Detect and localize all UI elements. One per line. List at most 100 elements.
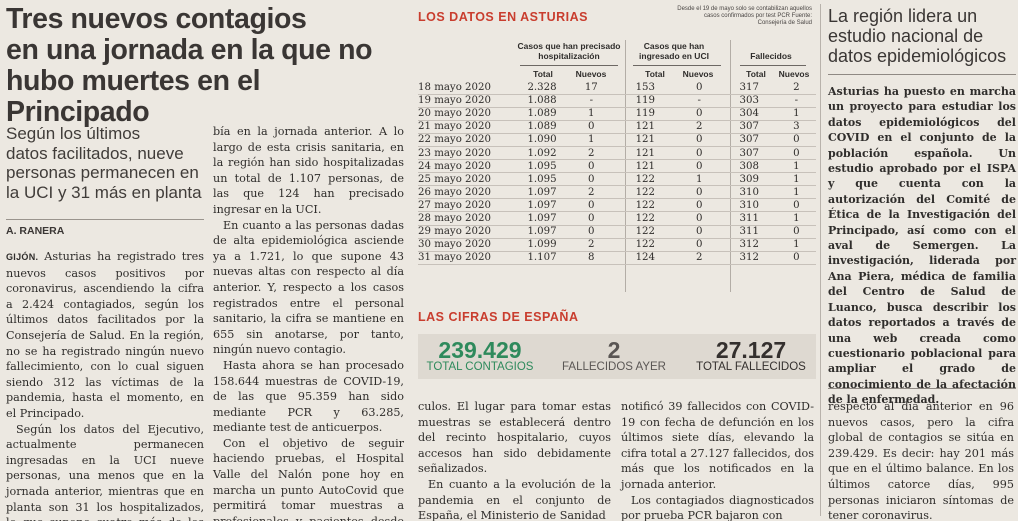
table-cell-value: 1 xyxy=(776,107,816,121)
data-table-body: 18 mayo 2020 2.328 17 153 0 317 2 19 mayo 2020 1… xyxy=(418,81,816,265)
table-cell-value: 1.099 xyxy=(515,238,569,252)
table-cell-value: 303 xyxy=(721,94,777,108)
col-header-total: Total xyxy=(645,69,665,79)
table-cell-value: 2 xyxy=(676,120,722,134)
article-column-1: GIJÓN. Asturias ha registrado tres nuevo… xyxy=(6,249,204,521)
article-paragraph: notificó 39 fallecidos con COVID-19 con … xyxy=(621,400,814,491)
table-cell-value: 122 xyxy=(613,225,677,239)
table-cell-date: 31 mayo 2020 xyxy=(418,251,516,265)
sidebar-title-line: La región lidera un xyxy=(828,6,978,26)
sidebar-rule xyxy=(828,74,1016,75)
table-cell-value: 1.107 xyxy=(515,251,569,265)
table-row: 25 mayo 2020 1.095 0 122 1 309 1 xyxy=(418,172,816,187)
article-paragraph: bía en la jornada anterior. A lo largo d… xyxy=(213,125,404,216)
table-cell-value: 1 xyxy=(676,172,722,187)
table-cell-date: 26 mayo 2020 xyxy=(418,185,516,200)
table-cell-value: 0 xyxy=(676,198,722,213)
article-paragraph: En cuanto a la evolución de la pandemia … xyxy=(418,477,611,521)
table-cell-value: 317 xyxy=(721,81,777,95)
table-row: 26 mayo 2020 1.097 2 122 0 310 1 xyxy=(418,185,816,200)
header-rule xyxy=(740,65,806,66)
headline-line: en una jornada en la que no xyxy=(6,34,373,66)
table-row: 24 mayo 2020 1.095 0 121 0 308 1 xyxy=(418,159,816,174)
stat-fallecidos-ayer-label: FALLECIDOS AYER xyxy=(562,361,666,373)
table-cell-value: 1.095 xyxy=(515,172,569,187)
table-cell-value: 310 xyxy=(721,198,777,213)
table-cell-value: 8 xyxy=(568,251,614,265)
table-row: 27 mayo 2020 1.097 0 122 0 310 0 xyxy=(418,198,816,213)
table-cell-value: 307 xyxy=(721,146,777,161)
table-cell-value: 122 xyxy=(613,238,677,252)
table-cell-value: 1.089 xyxy=(515,107,569,121)
article-column-4: notificó 39 fallecidos con COVID-19 con … xyxy=(621,399,814,521)
table-cell-date: 22 mayo 2020 xyxy=(418,133,516,147)
article-headline: Tres nuevos contagios en una jornada en … xyxy=(6,4,408,128)
table-cell-value: 0 xyxy=(676,146,722,161)
headline-line: Tres nuevos contagios xyxy=(6,3,307,35)
paragraph-text: Asturias ha registrado tres nuevos casos… xyxy=(6,250,205,420)
article-paragraph: Los contagiados diagnosticados por prueb… xyxy=(621,493,814,521)
col-header-nuevos: Nuevos xyxy=(778,69,810,79)
table-cell-value: 0 xyxy=(568,159,614,174)
table-cell-value: 2 xyxy=(568,185,614,200)
table-cell-value: 122 xyxy=(613,198,677,213)
table-cell-value: 2 xyxy=(676,251,722,265)
table-cell-value: 1 xyxy=(776,159,816,174)
table-cell-date: 27 mayo 2020 xyxy=(418,198,516,213)
col-header-total: Total xyxy=(746,69,766,79)
sidebar-title-line: estudio nacional de xyxy=(828,26,984,46)
stat-fallecidos-ayer-value: 2 xyxy=(607,337,621,363)
table-cell-value: 1.088 xyxy=(515,94,569,108)
table-cell-value: 307 xyxy=(721,133,777,147)
sidebar-body: Asturias ha puesto en marcha un proyecto… xyxy=(828,85,1016,407)
table-cell-value: 1.097 xyxy=(515,185,569,200)
group-header-hospitalizacion: Casos que han precisado hospitalización xyxy=(517,41,621,61)
table-row: 21 mayo 2020 1.089 0 121 2 307 3 xyxy=(418,120,816,134)
article-paragraph: En cuanto a las personas dadas de alta e… xyxy=(213,218,404,357)
col-header-nuevos: Nuevos xyxy=(682,69,714,79)
table-cell-value: 311 xyxy=(721,225,777,239)
table-cell-value: 2 xyxy=(568,146,614,161)
table-cell-value: 3 xyxy=(776,120,816,134)
table-cell-value: 307 xyxy=(721,120,777,134)
table-cell-value: 1.097 xyxy=(515,225,569,239)
espana-section-title: LAS CIFRAS DE ESPAÑA xyxy=(418,310,579,324)
espana-stats-box: 239.429 TOTAL CONTAGIOS 2 FALLECIDOS AYE… xyxy=(418,334,816,379)
table-cell-value: 1.090 xyxy=(515,133,569,147)
table-cell-value: 1.092 xyxy=(515,146,569,161)
table-cell-value: 1.089 xyxy=(515,120,569,134)
table-row: 23 mayo 2020 1.092 2 121 0 307 0 xyxy=(418,146,816,161)
stat-total-fallecidos-label: TOTAL FALLECIDOS xyxy=(696,361,806,373)
sidebar-title: La región lidera un estudio nacional de … xyxy=(828,6,1016,66)
sidebar-title-line: datos epidemiológicos xyxy=(828,46,1007,66)
group-header-uci: Casos que han ingresado en UCI xyxy=(639,41,709,61)
table-cell-value: 312 xyxy=(721,238,777,252)
table-cell-date: 19 mayo 2020 xyxy=(418,94,516,108)
table-row: 28 mayo 2020 1.097 0 122 0 311 1 xyxy=(418,211,816,226)
article-paragraph: Según los datos del Ejecutivo, actualmen… xyxy=(6,422,204,521)
source-note: Desde el 19 de mayo solo se contabilizan… xyxy=(677,6,812,27)
table-row: 19 mayo 2020 1.088-119-303- xyxy=(418,94,816,108)
subhead-line: datos facilitados, nueve xyxy=(6,143,184,163)
table-cell-value: 308 xyxy=(721,159,777,174)
table-cell-date: 18 mayo 2020 xyxy=(418,81,516,95)
table-cell-value: 0 xyxy=(776,198,816,213)
article-column-5: respecto al día anterior en 96 nuevos ca… xyxy=(828,399,1014,521)
article-column-3: culos. El lugar para tomar estas muestra… xyxy=(418,399,611,521)
table-cell-value: 0 xyxy=(676,185,722,200)
col-header-nuevos: Nuevos xyxy=(575,69,607,79)
subhead-line: la UCI y 31 más en planta xyxy=(6,182,202,202)
table-cell-value: 2.328 xyxy=(515,81,569,95)
header-rule xyxy=(633,65,721,66)
article-paragraph: culos. El lugar para tomar estas muestra… xyxy=(418,400,611,476)
author-byline: A. RANERA xyxy=(6,219,204,237)
table-cell-value: 0 xyxy=(776,133,816,147)
table-cell-value: 1.097 xyxy=(515,211,569,226)
article-paragraph: Con el objetivo de seguir haciendo prueb… xyxy=(213,436,404,521)
table-cell-value: 1 xyxy=(776,172,816,187)
table-cell-date: 30 mayo 2020 xyxy=(418,238,516,252)
table-row: 18 mayo 2020 2.328 17 153 0 317 2 xyxy=(418,81,816,95)
table-cell-value: 309 xyxy=(721,172,777,187)
stat-total-contagios-value: 239.429 xyxy=(438,337,522,363)
table-cell-value: 1 xyxy=(776,238,816,252)
